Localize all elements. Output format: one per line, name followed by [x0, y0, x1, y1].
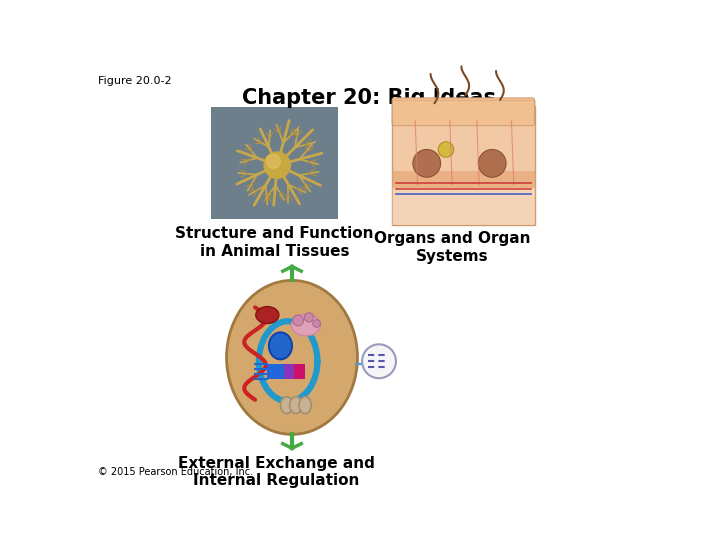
Text: © 2015 Pearson Education, Inc.: © 2015 Pearson Education, Inc.: [98, 467, 253, 477]
FancyBboxPatch shape: [392, 171, 534, 188]
Circle shape: [264, 152, 290, 178]
Circle shape: [438, 142, 454, 157]
FancyBboxPatch shape: [392, 98, 534, 126]
Ellipse shape: [291, 314, 320, 336]
Circle shape: [312, 320, 320, 327]
Circle shape: [266, 154, 280, 168]
Circle shape: [413, 150, 441, 177]
Text: Structure and Function
in Animal Tissues: Structure and Function in Animal Tissues: [176, 226, 374, 259]
Circle shape: [305, 313, 314, 322]
Circle shape: [478, 150, 506, 177]
Text: External Exchange and
Internal Regulation: External Exchange and Internal Regulatio…: [178, 456, 375, 488]
Ellipse shape: [289, 397, 302, 414]
Ellipse shape: [256, 307, 279, 323]
FancyBboxPatch shape: [284, 363, 296, 379]
Ellipse shape: [299, 397, 311, 414]
FancyBboxPatch shape: [211, 107, 338, 219]
Ellipse shape: [269, 333, 292, 359]
FancyBboxPatch shape: [392, 188, 534, 225]
Ellipse shape: [227, 280, 357, 434]
FancyBboxPatch shape: [294, 363, 305, 379]
Text: Organs and Organ
Systems: Organs and Organ Systems: [374, 231, 530, 264]
Text: Chapter 20: Big Ideas: Chapter 20: Big Ideas: [242, 88, 496, 108]
Circle shape: [293, 315, 304, 326]
FancyBboxPatch shape: [392, 106, 534, 225]
Circle shape: [362, 345, 396, 378]
FancyBboxPatch shape: [267, 363, 289, 379]
Ellipse shape: [281, 397, 293, 414]
Text: Figure 20.0-2: Figure 20.0-2: [98, 76, 171, 85]
